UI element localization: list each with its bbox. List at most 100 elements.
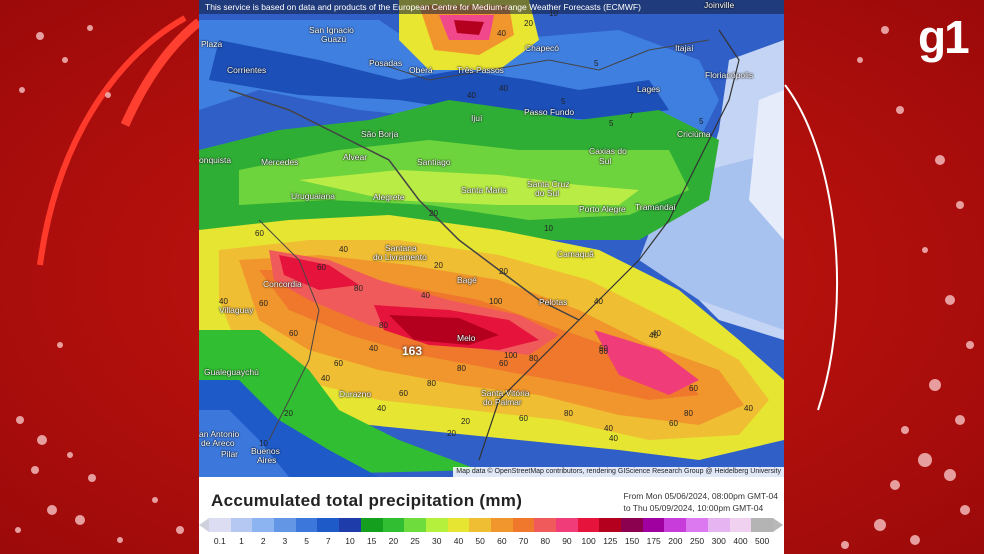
scale-tick-label: 150 <box>624 536 640 546</box>
contour-value: 20 <box>284 409 293 418</box>
scale-tick-label: 400 <box>733 536 748 546</box>
contour-value: 5 <box>561 97 566 106</box>
legend-to: to Thu 05/09/2024, 10:00pm GMT-04 <box>623 503 764 513</box>
city-label: Criciúma <box>677 129 711 139</box>
scale-swatch <box>751 518 773 532</box>
city-label: Villaguay <box>219 305 254 315</box>
scale-swatch <box>599 518 622 532</box>
contour-value: 100 <box>504 351 518 360</box>
city-label: Uruguaiana <box>291 191 335 201</box>
scale-tick-label: 30 <box>432 536 442 546</box>
city-label: do Livramento <box>373 252 427 262</box>
legend-dates: From Mon 05/06/2024, 08:00pm GMT-04 to T… <box>624 490 779 514</box>
city-label: Sul <box>599 156 612 166</box>
contour-value: 60 <box>519 414 528 423</box>
map-attribution: Map data © OpenStreetMap contributors, r… <box>453 467 784 477</box>
contour-value: 60 <box>255 229 264 238</box>
city-label: Passo Fundo <box>524 107 575 117</box>
city-label: Alvear <box>343 152 368 162</box>
contour-value: 10 <box>549 9 558 18</box>
contour-value: 80 <box>354 284 363 293</box>
scale-tick-label: 50 <box>475 536 485 546</box>
contour-value: 80 <box>564 409 573 418</box>
scale-swatch <box>621 518 643 532</box>
city-label: Camaquã <box>557 249 594 259</box>
contour-value: 5 <box>699 117 704 126</box>
contour-value: 60 <box>289 329 298 338</box>
contour-value: 10 <box>544 224 553 233</box>
ecmwf-notice: This service is based on data and produc… <box>199 0 784 14</box>
scale-tick-label: 125 <box>603 536 618 546</box>
peak-value-label: 163 <box>402 344 423 358</box>
scale-swatch <box>512 518 535 532</box>
scale-tick-label: 20 <box>388 536 399 546</box>
contour-value: 40 <box>339 245 348 254</box>
scale-tick-label: 250 <box>689 536 705 546</box>
city-label: Melo <box>457 333 476 343</box>
city-label: Tramandaí <box>635 202 676 212</box>
city-label: Guazú <box>321 34 347 44</box>
scale-tick-label: 1 <box>239 536 244 546</box>
scale-tick-label: 0.1 <box>213 536 226 546</box>
contour-value: 40 <box>594 297 603 306</box>
scale-swatch <box>556 518 578 532</box>
scale-arrow-right-icon <box>773 518 783 532</box>
city-label: Corrientes <box>227 65 267 75</box>
contour-value: 60 <box>599 347 608 356</box>
city-label: Posadas <box>369 58 403 68</box>
contour-value: 80 <box>427 379 436 388</box>
scale-tick-label: 100 <box>581 536 596 546</box>
scale-swatch <box>664 518 687 532</box>
scale-tick-label: 5 <box>304 536 309 546</box>
city-label: Pilar <box>221 449 239 459</box>
contour-value: 40 <box>609 434 618 443</box>
city-label: Mercedes <box>261 157 299 167</box>
contour-value: 60 <box>669 419 678 428</box>
contour-value: 40 <box>369 344 378 353</box>
contour-value: 20 <box>429 209 438 218</box>
city-label: Santiago <box>417 157 451 167</box>
city-label: Santa Maria <box>461 185 507 195</box>
contour-value: 100 <box>489 297 503 306</box>
scale-swatch <box>382 518 405 532</box>
scale-swatch <box>209 518 231 532</box>
contour-value: 60 <box>689 384 698 393</box>
contour-value: 40 <box>499 84 508 93</box>
contour-value: 60 <box>499 359 508 368</box>
scale-ticks: 0.1 1 2 3 5 7 10 15 20 25 30 40 50 60 70 80 90 100 125 150 1… <box>209 536 773 548</box>
contour-value: 20 <box>434 261 443 270</box>
scale-tick-label: 3 <box>282 536 288 546</box>
scale-swatch <box>404 518 426 532</box>
city-label: Joinville <box>704 0 735 10</box>
legend-from: From Mon 05/06/2024, 08:00pm GMT-04 <box>623 491 779 501</box>
contour-value: 5 <box>594 59 599 68</box>
contour-value: 80 <box>457 364 466 373</box>
scale-swatch <box>317 518 340 532</box>
scale-tick-label: 15 <box>366 536 377 546</box>
scale-swatch <box>490 518 513 532</box>
city-label: Aires <box>257 455 277 465</box>
scale-swatch <box>425 518 448 532</box>
city-label: an Antonio <box>199 429 240 439</box>
city-label: Concordia <box>263 279 302 289</box>
city-label: de Areco <box>201 438 235 448</box>
city-label: Lages <box>637 84 661 94</box>
contour-value: 40 <box>497 29 506 38</box>
city-label: do Palmar <box>483 397 522 407</box>
precipitation-map[interactable]: This service is based on data and produc… <box>199 0 784 477</box>
city-label: Durazno <box>339 389 372 399</box>
contour-value: 60 <box>259 299 268 308</box>
scale-tick-label: 200 <box>668 536 683 546</box>
scale-swatch <box>534 518 556 532</box>
scale-swatch <box>339 518 361 532</box>
scale-tick-label: 2 <box>260 536 266 546</box>
contour-value: 20 <box>524 19 533 28</box>
scale-swatch <box>360 518 383 532</box>
contour-value: 60 <box>599 344 608 353</box>
city-label: Três Passos <box>457 65 504 75</box>
scale-tick-label: 60 <box>497 536 507 546</box>
scale-tick-label: 70 <box>518 536 529 546</box>
city-label: Porto Alegre <box>579 204 626 214</box>
legend: Accumulated total precipitation (mm) Fro… <box>199 477 784 554</box>
contour-value: 40 <box>467 91 476 100</box>
